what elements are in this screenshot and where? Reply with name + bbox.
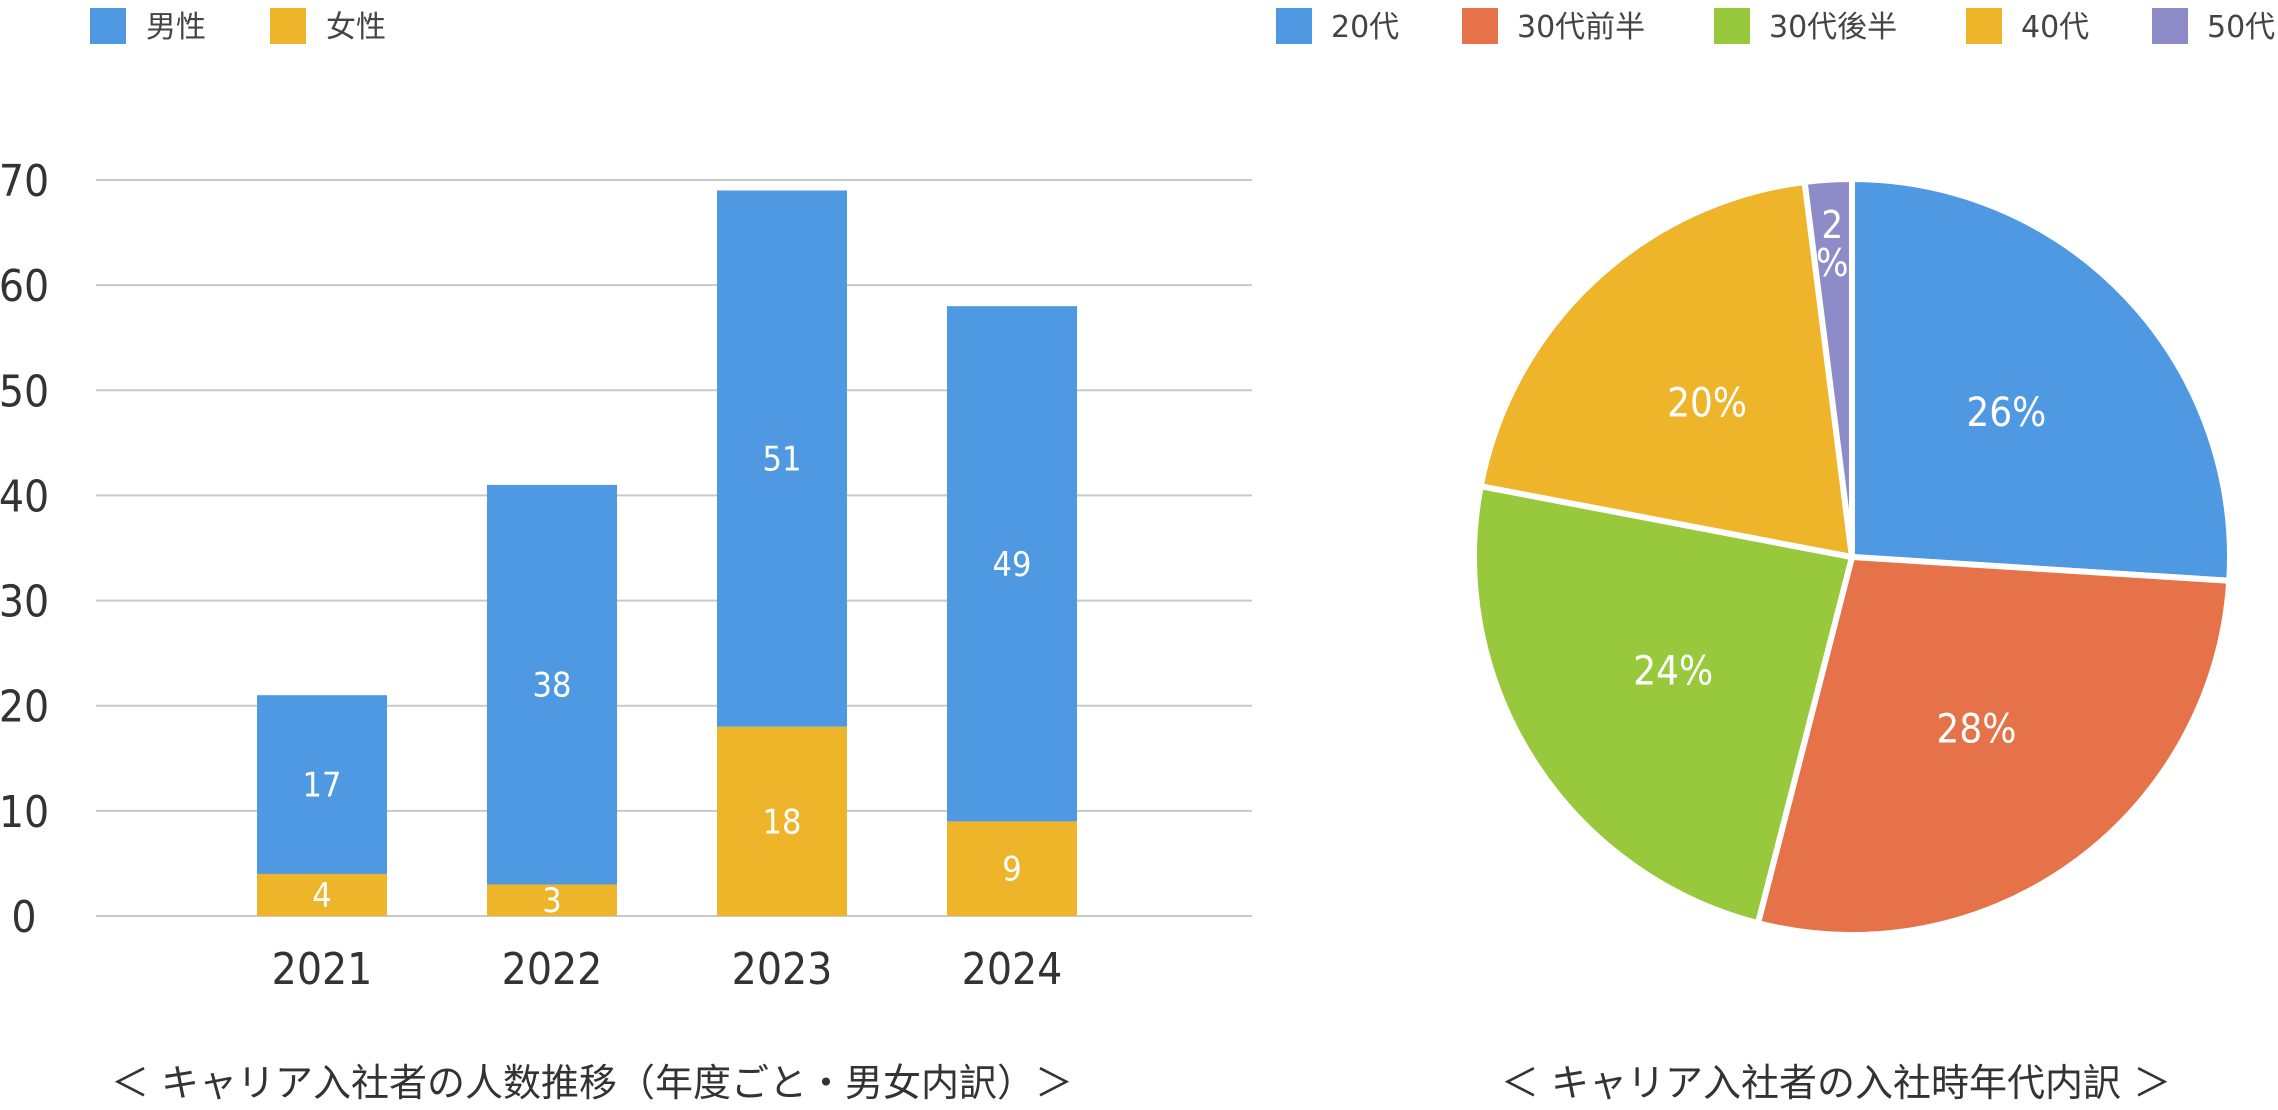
pie-slice	[1477, 178, 1855, 560]
legend-label-male: 男性	[146, 10, 206, 45]
pie-data-label: 26%	[1966, 390, 2046, 436]
bar-data-label: 4	[312, 876, 331, 916]
legend-swatch-male	[90, 8, 126, 44]
pie-data-label: 28%	[1936, 706, 2016, 752]
pie-slices	[1471, 176, 2233, 938]
y-tick-label: 30	[0, 577, 49, 628]
legend-label-female: 女性	[326, 10, 386, 45]
bar-legend: 男性 女性	[90, 8, 386, 45]
pie-slice	[1755, 554, 2233, 938]
legend-swatch-20s	[1276, 8, 1312, 44]
y-tick-label: 70	[0, 156, 49, 207]
bar-data-label: 49	[993, 545, 1032, 585]
x-tick-label: 2021	[272, 944, 373, 995]
y-tick-label: 60	[0, 261, 49, 312]
bar-segment	[717, 190, 847, 727]
legend-label-20s: 20代	[1331, 10, 1399, 45]
bar-segment	[717, 726, 847, 916]
pie-labels: 26% 28% 24% 20% 2%	[1633, 203, 2046, 752]
x-tick-label: 2022	[502, 944, 603, 995]
legend-swatch-female	[270, 8, 306, 44]
bar-segment	[257, 695, 387, 874]
legend-label-30s-late: 30代後半	[1769, 10, 1897, 45]
y-tick-label: 10	[0, 787, 49, 838]
legend-label-40s: 40代	[2021, 10, 2089, 45]
bar-x-ticks: 2021 2022 2023 2024	[272, 944, 1063, 995]
x-tick-label: 2024	[962, 944, 1063, 995]
legend-label-50s: 50代	[2207, 10, 2275, 45]
bar-segment	[487, 484, 617, 885]
bar-y-ticks: 0 10 20 30 40 50 60 70	[0, 156, 49, 943]
bar-series: 4 17 3 38 18 51 9 49	[257, 190, 1077, 921]
pie-data-label: 24%	[1633, 648, 1713, 694]
x-tick-label: 2023	[732, 944, 833, 995]
bar-segment	[257, 873, 387, 916]
pie-slice	[1801, 176, 1855, 560]
pie-data-label: 20%	[1667, 381, 1747, 427]
bar-data-label: 17	[303, 766, 342, 806]
pie-slice	[1849, 176, 2233, 584]
pie-data-label: 2%	[1816, 203, 1849, 285]
legend-swatch-30s-late	[1714, 8, 1750, 44]
legend-swatch-30s-early	[1462, 8, 1498, 44]
bar-segment	[947, 306, 1077, 822]
bar-data-label: 38	[533, 666, 572, 706]
bar-data-label: 9	[1002, 850, 1021, 890]
bar-data-label: 3	[542, 881, 561, 921]
y-tick-label: 20	[0, 682, 49, 733]
y-tick-label: 40	[0, 471, 49, 522]
bar-segment	[947, 821, 1077, 916]
pie-legend: 20代 30代前半 30代後半 40代 50代	[1276, 8, 2275, 45]
pie-slice	[1471, 483, 1855, 927]
bar-segment	[487, 884, 617, 916]
legend-swatch-50s	[2152, 8, 2188, 44]
bar-data-label: 51	[763, 440, 802, 480]
y-tick-label: 50	[0, 366, 49, 417]
bar-data-label: 18	[763, 802, 802, 842]
legend-swatch-40s	[1966, 8, 2002, 44]
legend-label-30s-early: 30代前半	[1517, 10, 1645, 45]
pie-chart-title: ＜ キャリア入社者の入社時年代内訳 ＞	[1501, 1061, 2171, 1105]
bar-chart-title: ＜ キャリア入社者の人数推移（年度ごと・男女内訳）＞	[111, 1061, 1073, 1105]
y-tick-label: 0	[11, 892, 36, 943]
